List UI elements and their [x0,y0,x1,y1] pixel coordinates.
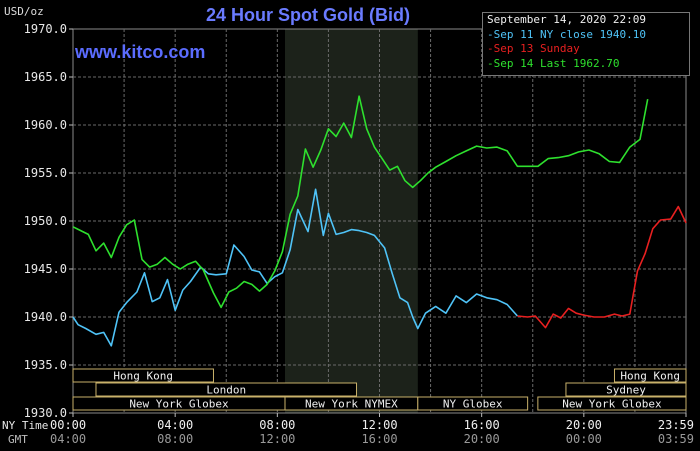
x-tick-label-gmt: 20:00 [464,432,500,446]
session-label-1: Hong Kong [620,370,680,383]
y-tick-label: 1965.0 [24,70,67,84]
legend-date: September 14, 2020 22:09 [487,13,646,26]
y-tick-label: 1930.0 [24,406,67,420]
legend-item-sep13: -Sep 13 Sunday [487,42,580,55]
y-tick-label: 1940.0 [24,310,67,324]
session-bar-7 [537,396,687,411]
x-tick-label-gmt: 12:00 [259,432,295,446]
chart-title: 24 Hour Spot Gold (Bid) [206,5,410,25]
session-label-7: New York Globex [562,398,662,411]
brand-link[interactable]: www.kitco.com [75,42,206,62]
session-bar-0 [72,368,214,383]
x-tick-label-gmt: 04:00 [50,432,86,446]
session-label-2: London [206,384,246,397]
x-tick-label-gmt: 00:00 [566,432,602,446]
session-bar-3 [565,382,687,397]
x-tick-label-ny: 16:00 [464,418,500,432]
x-tick-label-gmt: 08:00 [157,432,193,446]
x-tick-label-ny: 00:00 [50,418,86,432]
y-axis-unit-label: USD/oz [4,5,44,18]
session-bar-6 [417,396,529,411]
x-tick-label-gmt: 03:59 [658,432,694,446]
session-label-5: New York NYMEX [305,398,398,411]
chart-axes: 1930.0 1935.0 1940.0 1945.0 1950.0 1955.0 1960… [2,22,694,446]
x-tick-label-ny: 12:00 [361,418,397,432]
gmt-row-label: GMT [8,433,28,446]
x-tick-label-ny: 20:00 [566,418,602,432]
legend-item-sep11: -Sep 11 NY close 1940.10 [487,27,646,41]
y-tick-label: 1935.0 [24,358,67,372]
session-bar-1 [613,368,687,383]
y-tick-label: 1945.0 [24,262,67,276]
session-label-3: Sydney [606,384,646,397]
y-tick-label: 1950.0 [24,214,67,228]
legend-item-sep14: -Sep 14 Last 1962.70 [487,56,620,70]
y-tick-label: 1960.0 [24,118,67,132]
series-line-2 [72,95,649,309]
chart-grid [72,28,687,414]
series-line-1 [517,205,687,329]
session-bar-2 [95,382,358,397]
ny-time-row-label: NY Time [2,419,48,432]
series-line-0 [72,188,518,347]
x-tick-label-gmt: 16:00 [361,432,397,446]
series-lines [72,95,687,347]
chart-legend: September 14, 2020 22:09 -Sep 11 NY clos… [482,12,690,76]
session-label-6: NY Globex [443,398,503,411]
x-tick-label-ny: 08:00 [259,418,295,432]
y-tick-label: 1955.0 [24,166,67,180]
x-tick-label-ny: 23:59 [658,418,694,432]
session-label-4: New York Globex [129,398,229,411]
x-tick-label-ny: 04:00 [157,418,193,432]
y-tick-label: 1970.0 [24,22,67,36]
session-label-0: Hong Kong [113,370,173,383]
